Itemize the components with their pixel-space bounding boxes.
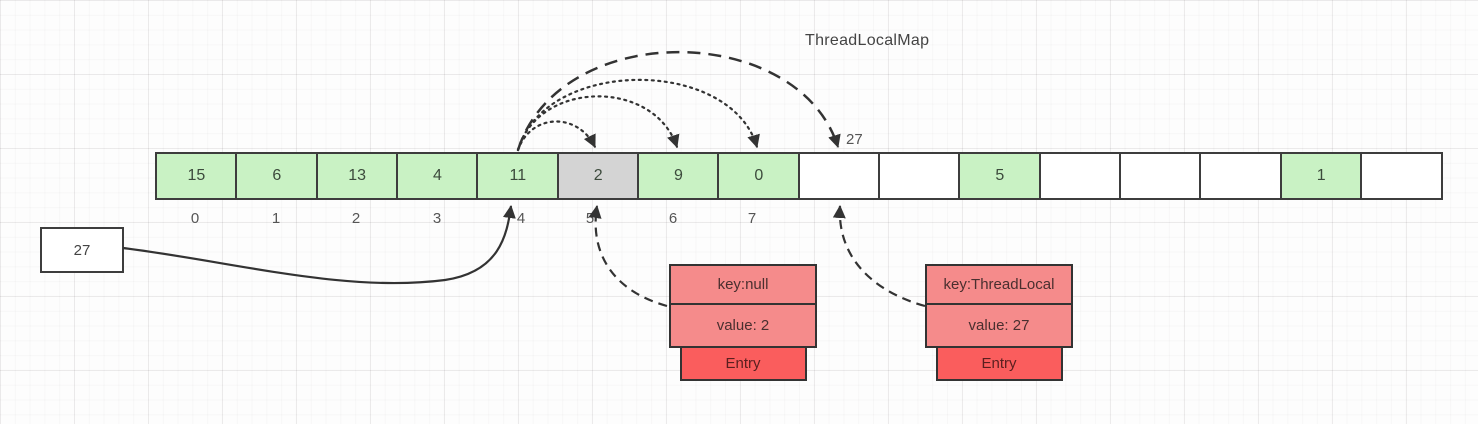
array-cell-9 (878, 152, 961, 200)
array-cell-12 (1119, 152, 1202, 200)
index-label-0: 0 (190, 210, 200, 227)
entry-threadlocal-arrow-to-slot8 (832, 205, 926, 308)
array-cell-6: 9 (637, 152, 720, 200)
array-cell-0: 15 (155, 152, 238, 200)
probe-arc-to-slot7 (516, 78, 760, 152)
array-cell-7: 0 (717, 152, 801, 200)
array-cell-1: 6 (235, 152, 319, 200)
array-cell-4: 11 (476, 152, 560, 200)
index-label-3: 3 (432, 210, 442, 227)
array-cell-15 (1360, 152, 1443, 200)
entry-key-cell: key:null (669, 264, 817, 305)
index-label-1: 1 (271, 210, 281, 227)
entry-value-cell: value: 27 (925, 303, 1073, 348)
probe-arc-to-slot6 (516, 95, 680, 152)
array-cell-5: 2 (556, 152, 640, 200)
entry-value-cell: value: 2 (669, 303, 817, 348)
value-box-arrow-to-slot4 (122, 205, 516, 285)
probe-arc-to-slot8 (516, 51, 841, 151)
array-cell-10: 5 (958, 152, 1042, 200)
probe-result-label: 27 (846, 131, 863, 148)
entry-key-cell: key:ThreadLocal (925, 264, 1073, 305)
value-box: 27 (40, 227, 124, 273)
array-cell-8 (797, 152, 881, 200)
index-label-2: 2 (351, 210, 361, 227)
diagram-title: ThreadLocalMap (805, 32, 930, 49)
index-label-7: 7 (747, 210, 757, 227)
array-cell-14: 1 (1279, 152, 1363, 200)
probe-arc-to-slot5 (516, 120, 597, 152)
entry-footer: Entry (679, 346, 807, 381)
array-cell-11 (1038, 152, 1122, 200)
value-box-label: 27 (73, 241, 91, 259)
entry-box-null: key:null value: 2 Entry (669, 264, 817, 381)
index-label-5: 5 (585, 210, 595, 227)
array-cell-2: 13 (315, 152, 399, 200)
array-row: 15 6 13 4 11 2 9 0 5 1 (155, 152, 1443, 200)
array-cell-13 (1199, 152, 1283, 200)
entry-box-threadlocal: key:ThreadLocal value: 27 Entry (925, 264, 1073, 381)
entry-null-arrow-to-slot5 (588, 205, 668, 308)
index-label-4: 4 (516, 210, 526, 227)
entry-footer: Entry (935, 346, 1063, 381)
array-cell-3: 4 (396, 152, 479, 200)
index-label-6: 6 (668, 210, 678, 227)
